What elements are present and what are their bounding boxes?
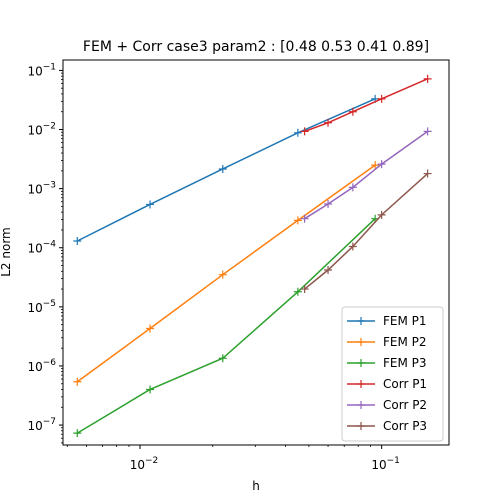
y-axis: 10−710−610−510−410−310−210−1 <box>27 62 63 444</box>
legend-label: Corr P1 <box>383 377 427 391</box>
legend-label: FEM P2 <box>383 335 427 349</box>
series-corr-p3 <box>300 169 432 294</box>
legend-label: FEM P1 <box>383 314 427 328</box>
y-tick-label-base: 10 <box>27 419 42 433</box>
data-point <box>423 74 432 83</box>
legend-item: FEM P1 <box>347 314 427 328</box>
data-point <box>423 169 432 178</box>
data-point <box>73 237 82 246</box>
data-point <box>146 200 155 209</box>
data-point <box>324 118 333 127</box>
data-point <box>300 285 309 294</box>
legend-label: FEM P3 <box>383 356 427 370</box>
y-tick-label-base: 10 <box>27 242 42 256</box>
legend-item: FEM P3 <box>347 356 427 370</box>
data-point <box>146 385 155 394</box>
data-point <box>293 128 302 137</box>
legend-label: Corr P2 <box>383 398 427 412</box>
x-tick-label: 10−1 <box>371 456 400 472</box>
y-tick-label: 10−1 <box>27 62 56 78</box>
data-point <box>324 266 333 275</box>
series-fem-p2 <box>73 161 380 386</box>
y-tick-label: 10−2 <box>27 122 56 138</box>
y-tick-label-exponent: −6 <box>43 358 57 368</box>
legend-box <box>341 306 444 442</box>
y-tick-label-exponent: −1 <box>43 62 56 72</box>
y-axis-label: L2 norm <box>0 227 13 277</box>
plot-frame <box>62 59 450 446</box>
data-point <box>293 287 302 296</box>
y-tick-label-base: 10 <box>27 360 42 374</box>
plot-area <box>73 74 432 438</box>
y-tick-label-exponent: −2 <box>43 122 56 132</box>
x-axis-label: h <box>252 479 260 493</box>
data-point <box>73 429 82 438</box>
x-tick-label-exponent: −2 <box>145 456 158 466</box>
data-point <box>300 214 309 223</box>
x-axis: 10−2 10−1 <box>66 445 400 472</box>
x-tick-label-base: 10 <box>130 458 145 472</box>
legend: FEM P1 FEM P2 FEM P3 Corr P1 Corr P2 Corr P3 <box>341 306 444 442</box>
data-point <box>73 377 82 386</box>
y-tick-label-exponent: −7 <box>43 417 56 427</box>
legend-item: Corr P2 <box>347 398 427 412</box>
legend-marker <box>357 359 365 367</box>
legend-item: FEM P2 <box>347 335 427 349</box>
data-point <box>377 94 386 103</box>
chart-title: FEM + Corr case3 param2 : [0.48 0.53 0.4… <box>83 39 429 55</box>
y-tick-label: 10−3 <box>27 181 56 197</box>
legend-item: Corr P3 <box>347 419 427 433</box>
data-point <box>300 127 309 136</box>
y-tick-label-exponent: −3 <box>43 181 56 191</box>
legend-item: Corr P1 <box>347 377 427 391</box>
y-tick-label: 10−7 <box>27 417 56 433</box>
x-tick-label-base: 10 <box>371 458 386 472</box>
legend-marker <box>357 317 365 325</box>
y-tick-label-base: 10 <box>27 301 42 315</box>
x-tick-label: 10−2 <box>130 456 159 472</box>
data-point <box>293 216 302 225</box>
data-point <box>423 127 432 136</box>
data-point <box>324 199 333 208</box>
data-point <box>218 354 227 363</box>
y-tick-label-base: 10 <box>27 183 42 197</box>
data-point <box>377 210 386 219</box>
data-point <box>377 160 386 169</box>
data-point <box>348 183 357 192</box>
y-tick-label-exponent: −5 <box>43 299 56 309</box>
y-tick-label: 10−4 <box>27 240 56 256</box>
y-tick-label-exponent: −4 <box>43 240 57 250</box>
legend-marker <box>357 380 365 388</box>
series-fem-p3 <box>73 214 380 438</box>
data-point <box>218 164 227 173</box>
y-tick-label-base: 10 <box>27 124 42 138</box>
x-tick-label-exponent: −1 <box>387 456 400 466</box>
legend-marker <box>357 338 365 346</box>
data-point <box>146 324 155 333</box>
y-tick-label: 10−6 <box>27 358 56 374</box>
data-point <box>348 107 357 116</box>
legend-marker <box>357 422 365 430</box>
legend-marker <box>357 401 365 409</box>
series-corr-p2 <box>300 127 432 223</box>
data-point <box>218 270 227 279</box>
y-tick-label: 10−5 <box>27 299 56 315</box>
y-tick-label-base: 10 <box>27 64 42 78</box>
data-point <box>371 161 380 170</box>
data-point <box>348 242 357 251</box>
series-corr-p1 <box>300 74 432 136</box>
legend-label: Corr P3 <box>383 419 427 433</box>
